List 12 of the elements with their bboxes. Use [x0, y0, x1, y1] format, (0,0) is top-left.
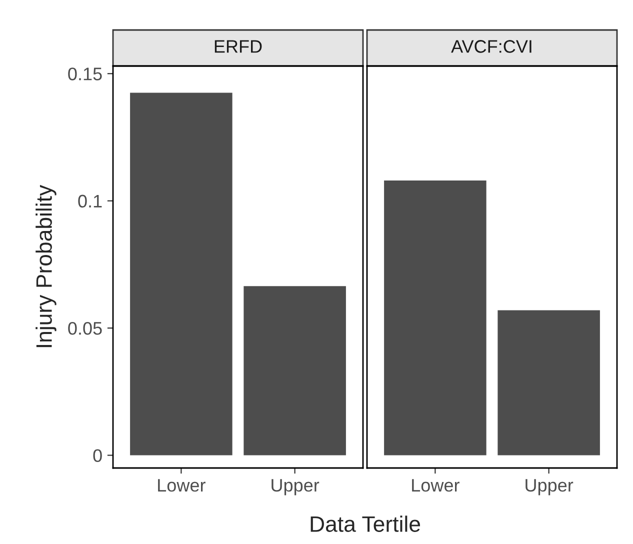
y-tick-label: 0.1 — [78, 194, 102, 208]
x-axis-title: Data Tertile — [310, 516, 420, 532]
x-tick-label: Upper — [272, 479, 320, 496]
x-tick-label: Lower — [412, 479, 460, 492]
y-tick-label: 0.15 — [68, 68, 102, 80]
chart-title: ERFD — [214, 40, 262, 53]
x-tick-label: Upper — [526, 479, 574, 496]
chart-title: AVCF:CVI — [451, 40, 532, 53]
y-axis-title: Injury Probability — [36, 184, 56, 348]
y-tick-label: 0.05 — [68, 322, 102, 335]
x-tick-label: Lower — [158, 479, 206, 492]
y-tick-label: 0 — [93, 449, 102, 462]
